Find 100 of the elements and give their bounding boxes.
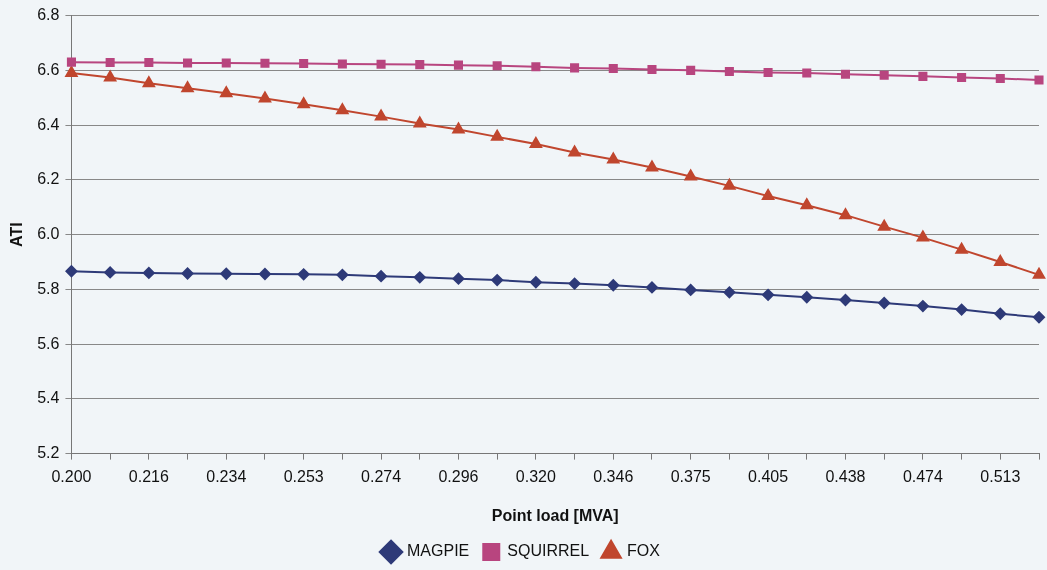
point (607, 279, 620, 292)
x-tick-label: 0.234 (206, 467, 247, 485)
x-tick-label: 0.513 (980, 467, 1021, 485)
point (608, 63, 618, 73)
point (492, 61, 502, 71)
point (916, 230, 930, 242)
point (337, 59, 347, 69)
point (375, 270, 388, 283)
point (1034, 75, 1044, 85)
point (568, 145, 581, 157)
y-axis-title: ATI (8, 222, 26, 247)
point (761, 189, 775, 200)
point (762, 288, 775, 301)
point (66, 57, 76, 67)
point (918, 71, 928, 81)
x-tick-label: 0.320 (515, 467, 556, 485)
point (686, 65, 696, 75)
legend-label: FOX (627, 542, 661, 560)
point (105, 57, 115, 67)
x-tick-label: 0.375 (670, 467, 711, 485)
point (1032, 267, 1046, 279)
point (144, 57, 154, 67)
x-tick-label: 0.438 (825, 467, 866, 485)
point (1033, 311, 1045, 324)
point (260, 58, 270, 68)
point (374, 109, 388, 121)
point (878, 297, 891, 310)
point (529, 276, 542, 289)
point (491, 274, 504, 287)
point (336, 268, 349, 281)
y-tick-label: 6.0 (37, 225, 60, 243)
x-tick-label: 0.296 (438, 467, 479, 485)
point (220, 86, 233, 98)
point (995, 74, 1005, 84)
legend-label: SQUIRREL (507, 542, 590, 560)
point (65, 66, 78, 78)
point (802, 68, 812, 78)
point (955, 242, 968, 254)
point (994, 307, 1007, 320)
point (839, 294, 852, 307)
point (957, 72, 967, 82)
point (568, 277, 581, 290)
point (763, 68, 773, 78)
point (142, 266, 155, 279)
legend-label: MAGPIE (407, 542, 470, 560)
x-tick-label: 0.346 (593, 467, 634, 485)
x-axis-title: Point load [MVA] (491, 506, 619, 524)
y-tick-label: 6.4 (37, 115, 60, 133)
point (645, 160, 659, 172)
point (723, 286, 736, 299)
y-tick-label: 6.2 (37, 170, 60, 188)
point (490, 129, 504, 141)
point (221, 58, 231, 68)
point (258, 268, 271, 281)
point (413, 116, 426, 128)
point (183, 58, 193, 68)
point (142, 76, 156, 88)
point (415, 60, 425, 70)
y-tick-label: 6.6 (37, 60, 60, 78)
point (645, 281, 658, 294)
point (879, 70, 889, 80)
point (800, 291, 813, 304)
point (916, 300, 929, 313)
y-tick-label: 5.8 (37, 279, 60, 297)
point (297, 268, 310, 281)
x-tick-label: 0.474 (902, 467, 944, 485)
x-tick-label: 0.405 (748, 467, 789, 485)
point (258, 91, 272, 103)
point (839, 208, 852, 220)
point (607, 152, 620, 164)
point (531, 62, 541, 72)
point (220, 267, 233, 280)
point (723, 178, 736, 190)
point (994, 254, 1007, 266)
point (724, 66, 734, 76)
point (376, 59, 386, 69)
point (647, 64, 657, 75)
point (297, 97, 310, 109)
x-tick-label: 0.274 (361, 467, 402, 485)
point (878, 219, 891, 231)
x-tick-label: 0.200 (51, 467, 92, 485)
point (104, 266, 117, 279)
point (684, 283, 697, 296)
point (840, 69, 851, 79)
point (65, 265, 78, 278)
y-tick-label: 5.6 (37, 334, 60, 352)
point (413, 271, 426, 284)
point (955, 303, 968, 316)
y-tick-label: 5.2 (37, 444, 60, 462)
point (452, 122, 465, 134)
y-tick-label: 6.8 (37, 6, 60, 24)
point (181, 267, 194, 280)
point (800, 198, 813, 210)
point (336, 103, 349, 115)
point (684, 169, 697, 181)
point (453, 60, 463, 70)
x-tick-label: 0.216 (128, 467, 169, 485)
point (181, 81, 194, 93)
x-tick-label: 0.253 (283, 467, 324, 485)
point (103, 70, 117, 82)
